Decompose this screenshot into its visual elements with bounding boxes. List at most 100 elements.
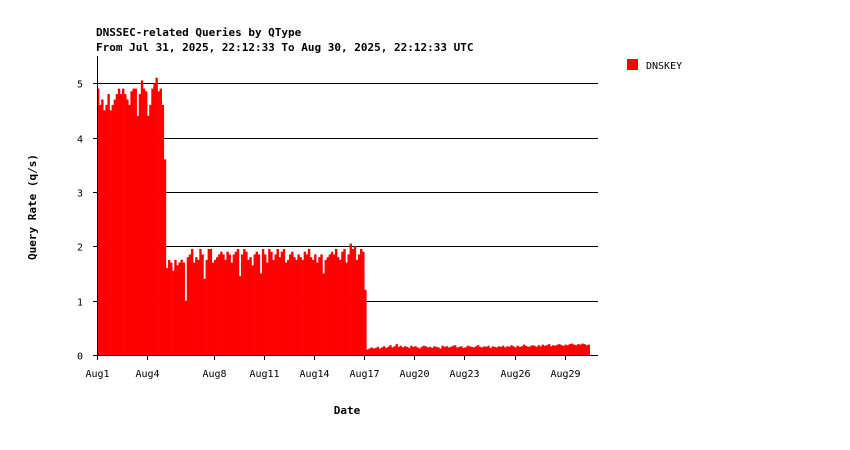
bar-dnskey bbox=[408, 347, 411, 355]
bar-dnskey bbox=[228, 254, 231, 355]
bar-dnskey bbox=[284, 262, 288, 355]
bar-dnskey bbox=[215, 257, 219, 355]
bar-dnskey bbox=[274, 254, 277, 355]
legend-swatch-dnskey bbox=[627, 59, 638, 70]
bar-dnskey bbox=[307, 248, 311, 355]
bar-dnskey bbox=[238, 276, 242, 355]
bar-dnskey bbox=[113, 99, 117, 356]
bar-dnskey bbox=[155, 77, 158, 355]
bar-dnskey bbox=[357, 254, 361, 355]
bar-dnskey bbox=[449, 346, 453, 355]
bar-dnskey bbox=[372, 348, 375, 355]
bar-dnskey bbox=[493, 346, 497, 355]
bar-dnskey bbox=[309, 257, 313, 355]
bar-dnskey bbox=[520, 346, 524, 355]
bar-dnskey bbox=[324, 259, 327, 355]
bar-dnskey bbox=[380, 347, 384, 355]
bar-dnskey bbox=[107, 94, 110, 356]
bar-dnskey bbox=[109, 110, 112, 355]
bar-dnskey bbox=[195, 257, 198, 355]
bar-dnskey bbox=[193, 262, 196, 355]
bar-dnskey bbox=[370, 347, 373, 355]
bar-dnskey bbox=[460, 346, 463, 355]
x-tick-label: Aug8 bbox=[202, 369, 226, 380]
bar-dnskey bbox=[270, 251, 273, 355]
bar-dnskey bbox=[512, 346, 515, 355]
bar-dnskey bbox=[245, 251, 248, 355]
chart-subtitle: From Jul 31, 2025, 22:12:33 To Aug 30, 2… bbox=[96, 41, 474, 54]
bar-dnskey bbox=[364, 289, 367, 355]
bar-dnskey bbox=[382, 346, 386, 355]
bar-dnskey bbox=[518, 346, 522, 355]
bar-dnskey bbox=[259, 273, 263, 355]
bar-dnskey bbox=[554, 345, 557, 355]
y-gridlines bbox=[97, 83, 598, 302]
bar-dnskey bbox=[353, 246, 357, 355]
bar-dnskey bbox=[201, 254, 204, 355]
bar-dnskey bbox=[399, 345, 403, 355]
bar-dnskey bbox=[172, 270, 175, 355]
axes bbox=[93, 56, 598, 360]
bar-dnskey bbox=[481, 347, 484, 355]
bar-dnskey bbox=[299, 257, 302, 355]
bar-dnskey bbox=[368, 348, 371, 355]
bar-dnskey bbox=[524, 345, 528, 355]
bar-dnskey bbox=[268, 248, 271, 355]
bar-dnskey bbox=[418, 348, 421, 355]
bar-dnskey bbox=[103, 110, 106, 355]
bar-dnskey bbox=[218, 254, 221, 355]
bar-dnskey bbox=[378, 348, 382, 355]
bar-dnskey bbox=[466, 345, 469, 355]
bar-dnskey bbox=[416, 347, 419, 355]
bar-dnskey bbox=[184, 300, 188, 355]
bar-dnskey bbox=[585, 345, 588, 355]
bar-dnskey bbox=[134, 88, 137, 356]
bar-dnskey bbox=[462, 347, 465, 355]
bar-dnskey bbox=[332, 254, 336, 355]
bar-dnskey bbox=[343, 248, 346, 355]
bar-dnskey bbox=[251, 265, 254, 355]
bar-dnskey bbox=[497, 346, 501, 355]
bar-dnskey bbox=[211, 262, 215, 355]
bar-dnskey bbox=[157, 91, 160, 355]
x-tick-label: Aug11 bbox=[249, 369, 279, 380]
bar-dnskey bbox=[347, 254, 350, 355]
bar-dnskey bbox=[224, 259, 227, 355]
bar-dnskey bbox=[362, 251, 365, 355]
bar-dnskey bbox=[243, 248, 246, 355]
bar-dnskey bbox=[312, 259, 315, 355]
bar-dnskey bbox=[328, 254, 332, 355]
y-tick-label: 4 bbox=[77, 135, 83, 146]
bar-dnskey bbox=[247, 259, 250, 355]
bar-dnskey bbox=[322, 273, 325, 355]
bar-dnskey bbox=[180, 259, 183, 355]
bar-dnskey bbox=[301, 259, 304, 355]
bar-dnskey bbox=[136, 115, 140, 355]
bar-dnskey bbox=[441, 345, 444, 355]
bar-dnskey bbox=[376, 346, 380, 355]
bar-dnskey bbox=[289, 254, 292, 355]
bar-dnskey bbox=[203, 278, 206, 355]
bar-dnskey bbox=[537, 345, 540, 355]
bar-dnskey bbox=[472, 347, 476, 355]
bar-dnskey bbox=[491, 346, 494, 355]
bar-dnskey bbox=[190, 248, 194, 355]
bar-dnskey bbox=[101, 99, 104, 356]
bar-dnskey bbox=[345, 262, 348, 355]
bar-dnskey bbox=[124, 94, 127, 356]
x-tick-label: Aug4 bbox=[135, 369, 159, 380]
x-tick-labels: Aug1 Aug4 Aug8 Aug11 Aug14 Aug17 Aug20 Aug23 Aug… bbox=[85, 369, 580, 380]
bar-dnskey bbox=[105, 104, 108, 356]
bar-dnskey bbox=[291, 251, 294, 355]
bar-dnskey bbox=[545, 345, 549, 355]
bar-dnskey bbox=[424, 346, 428, 355]
bar-dnskey bbox=[142, 88, 146, 356]
bar-dnskey bbox=[130, 91, 133, 355]
bar-dnskey bbox=[470, 346, 474, 355]
bar-dnskey bbox=[257, 254, 261, 355]
bar-dnskey bbox=[543, 345, 547, 355]
bar-dnskey bbox=[99, 104, 102, 356]
bar-dnskey bbox=[339, 259, 342, 355]
bar-dnskey bbox=[161, 104, 165, 356]
y-tick-labels: 0 1 2 3 4 5 bbox=[77, 80, 83, 363]
